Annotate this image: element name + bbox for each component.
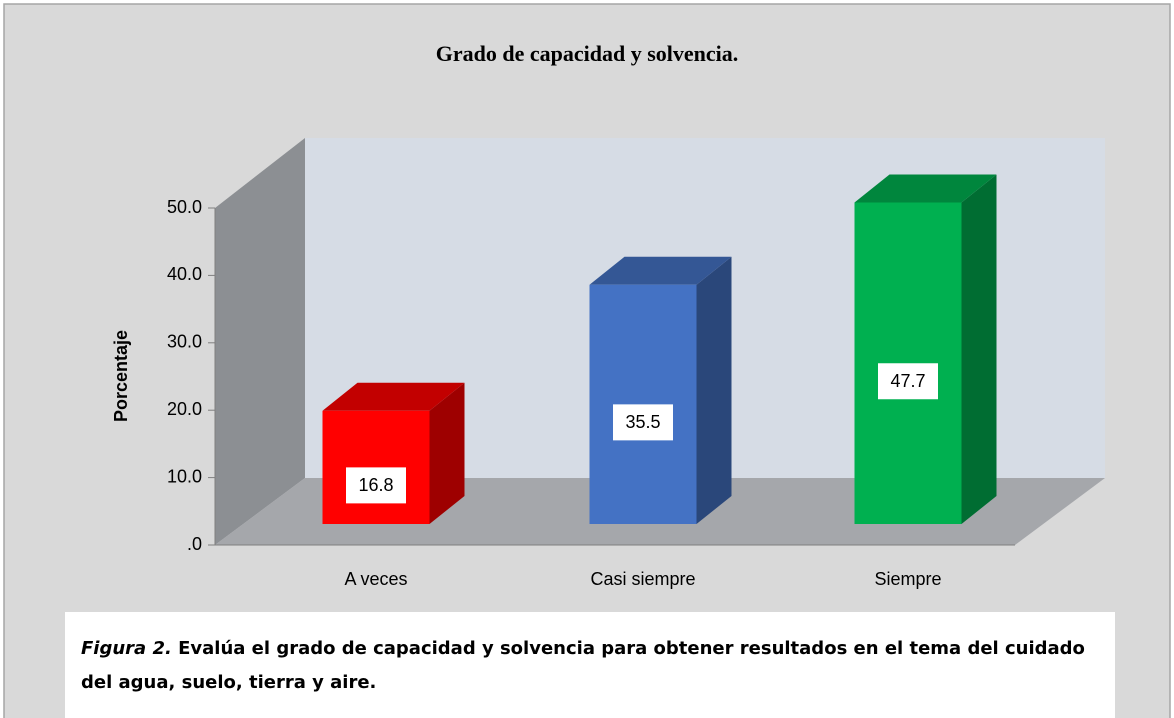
value-label: 35.5 [625, 412, 660, 432]
caption: Figura 2. Evalúa el grado de capacidad y… [65, 612, 1115, 718]
bar-side [429, 382, 465, 524]
y-axis-label: Porcentaje [111, 330, 131, 422]
bar-side [961, 174, 997, 524]
bar-top [322, 382, 465, 411]
value-label-box [878, 363, 938, 400]
value-label: 47.7 [890, 371, 925, 391]
side-wall [215, 138, 305, 545]
x-tick-label: A veces [344, 569, 407, 589]
y-tick-label: 20.0 [167, 399, 202, 419]
value-label: 16.8 [358, 475, 393, 495]
x-tick-label: Siempre [874, 569, 941, 589]
y-tick-label: 50.0 [167, 197, 202, 217]
bar-top [589, 256, 732, 285]
y-tick-label: .0 [187, 534, 202, 554]
y-tick-label: 30.0 [167, 332, 202, 352]
y-tick-label: 40.0 [167, 264, 202, 284]
bar-side [696, 256, 732, 524]
chart-title: Grado de capacidad y solvencia. [436, 41, 739, 66]
value-label-box [346, 467, 406, 504]
caption-text: Evalúa el grado de capacidad y solvencia… [81, 638, 1085, 693]
y-tick-label: 10.0 [167, 466, 202, 486]
x-tick-label: Casi siempre [590, 569, 695, 589]
bar [854, 202, 962, 524]
bar-top [854, 174, 997, 203]
value-label-box [613, 404, 673, 441]
caption-label: Figura 2. [81, 638, 172, 659]
